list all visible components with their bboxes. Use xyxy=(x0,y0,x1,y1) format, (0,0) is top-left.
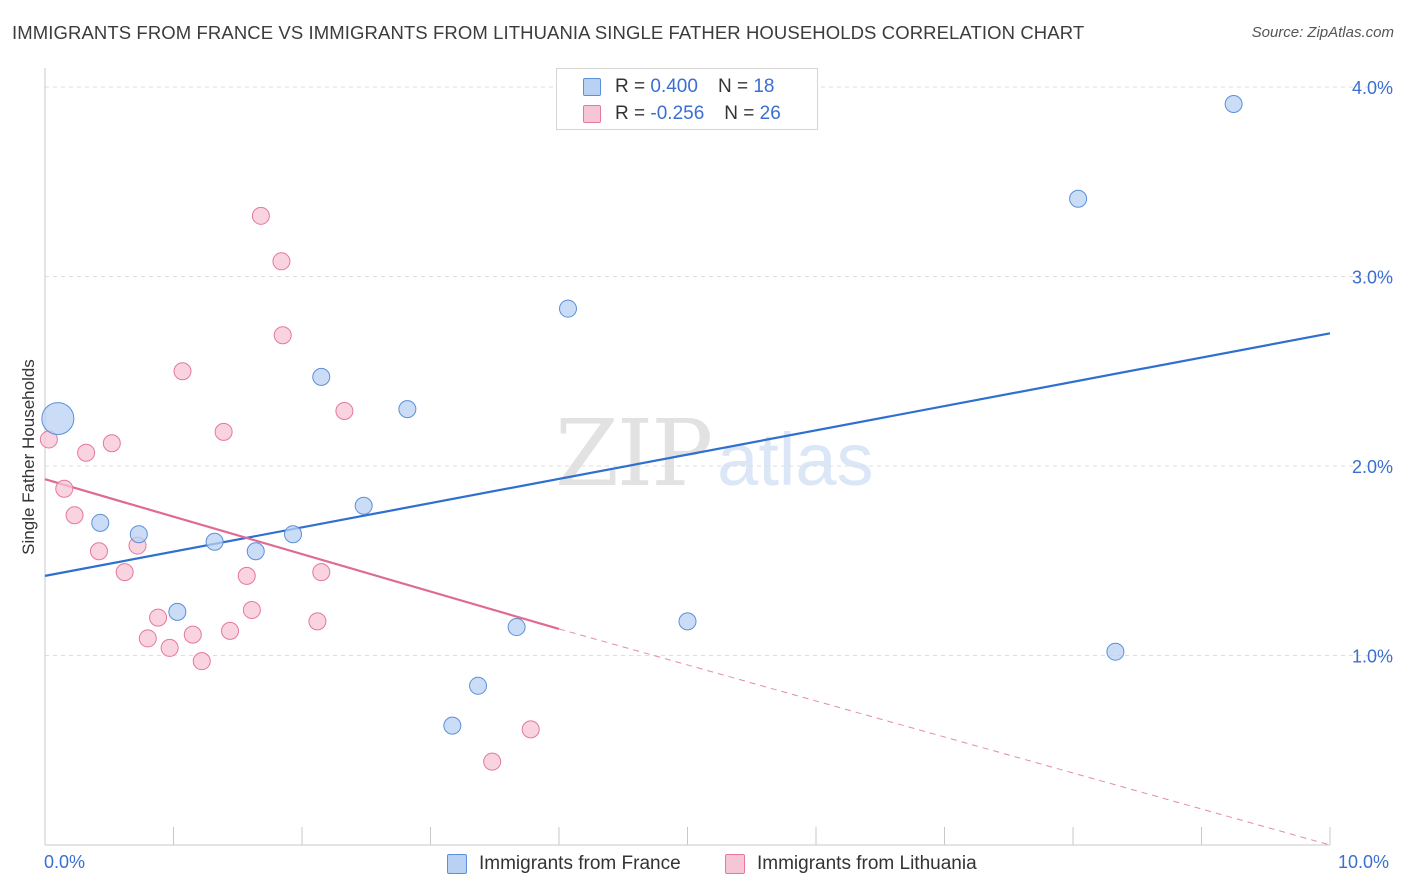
point-lithuania xyxy=(160,638,179,657)
y-tick-label: 1.0% xyxy=(1352,646,1393,666)
point-lithuania xyxy=(214,422,233,441)
point-france xyxy=(129,525,148,544)
point-france xyxy=(168,602,187,621)
legend-r-value-france: 0.400 xyxy=(650,76,698,97)
source-value[interactable]: ZipAtlas.com xyxy=(1307,24,1394,41)
y-tick-label: 3.0% xyxy=(1352,267,1393,287)
point-lithuania xyxy=(221,621,240,640)
data-points xyxy=(39,95,1243,771)
point-lithuania xyxy=(115,563,134,582)
point-lithuania xyxy=(335,402,354,421)
legend-r-label-lithuania: R = xyxy=(615,103,646,124)
point-france xyxy=(205,532,224,551)
point-lithuania xyxy=(65,506,84,525)
y-tick-labels: 1.0% 2.0% 3.0% 4.0% xyxy=(1352,78,1393,667)
point-france xyxy=(91,513,110,532)
legend-n-value-france: 18 xyxy=(753,76,775,97)
point-lithuania xyxy=(77,443,96,462)
point-lithuania xyxy=(192,652,211,671)
legend-r-label-france: R = xyxy=(615,76,646,97)
legend-n-label-lithuania: N = xyxy=(724,103,755,124)
point-lithuania xyxy=(242,601,261,620)
legend-row-france: R = 0.400 N = 18 xyxy=(583,75,774,99)
point-france xyxy=(1069,189,1088,208)
trend-lines xyxy=(44,332,1331,846)
source-attribution: Source: ZipAtlas.com xyxy=(1252,24,1394,41)
point-france xyxy=(398,400,417,419)
legend-row-lithuania: R = -0.256 N = 26 xyxy=(583,102,781,126)
point-france xyxy=(1224,95,1243,114)
point-lithuania xyxy=(55,479,74,498)
point-lithuania xyxy=(102,434,121,453)
point-lithuania xyxy=(521,720,540,739)
y-axis-label: Single Father Households xyxy=(19,359,38,555)
point-france xyxy=(284,525,303,544)
point-lithuania xyxy=(272,252,291,271)
x-tick-label-max: 10.0% xyxy=(1338,852,1390,872)
point-france xyxy=(354,496,373,515)
legend-swatch-france xyxy=(583,78,601,96)
trend-line-france xyxy=(44,332,1331,577)
point-lithuania xyxy=(308,612,327,631)
y-tick-label: 4.0% xyxy=(1352,78,1393,98)
y-tick-label: 2.0% xyxy=(1352,457,1393,477)
grid-lines xyxy=(45,86,1390,656)
legend-item-france[interactable]: Immigrants from France xyxy=(447,852,681,876)
legend-swatch-lithuania xyxy=(583,105,601,123)
trend-line-lithuania-extrapolated xyxy=(558,628,1331,846)
point-lithuania xyxy=(173,362,192,381)
legend-item-lithuania[interactable]: Immigrants from Lithuania xyxy=(725,852,977,876)
point-france xyxy=(678,612,697,631)
point-france xyxy=(507,618,526,637)
legend-r-value-lithuania: -0.256 xyxy=(650,103,705,124)
point-lithuania xyxy=(149,608,168,627)
point-lithuania xyxy=(312,563,331,582)
point-lithuania xyxy=(89,542,108,561)
legend-text-france: Immigrants from France xyxy=(479,853,681,874)
legend-marker-france xyxy=(447,854,467,874)
x-tick-label-min: 0.0% xyxy=(44,852,86,872)
legend-n-label-france: N = xyxy=(717,76,749,97)
legend-marker-lithuania xyxy=(725,854,745,874)
point-france xyxy=(558,299,577,318)
point-lithuania xyxy=(237,566,256,585)
chart-title: IMMIGRANTS FROM FRANCE VS IMMIGRANTS FRO… xyxy=(12,22,1085,43)
axes xyxy=(44,68,1331,846)
point-lithuania xyxy=(273,326,292,345)
point-lithuania xyxy=(138,629,157,648)
point-france xyxy=(246,542,265,561)
point-france xyxy=(1106,642,1125,661)
point-lithuania xyxy=(483,752,502,771)
point-france xyxy=(312,367,331,386)
point-lithuania xyxy=(183,625,202,644)
point-lithuania xyxy=(251,206,270,225)
trend-line-lithuania xyxy=(44,478,560,631)
legend-text-lithuania: Immigrants from Lithuania xyxy=(757,853,977,874)
correlation-legend: R = 0.400 N = 18 R = -0.256 N = 26 xyxy=(556,68,818,130)
source-label: Source: xyxy=(1251,24,1304,41)
legend-n-value-lithuania: 26 xyxy=(759,103,781,124)
point-france xyxy=(443,716,462,735)
point-france xyxy=(469,676,488,695)
point-france xyxy=(41,402,75,436)
